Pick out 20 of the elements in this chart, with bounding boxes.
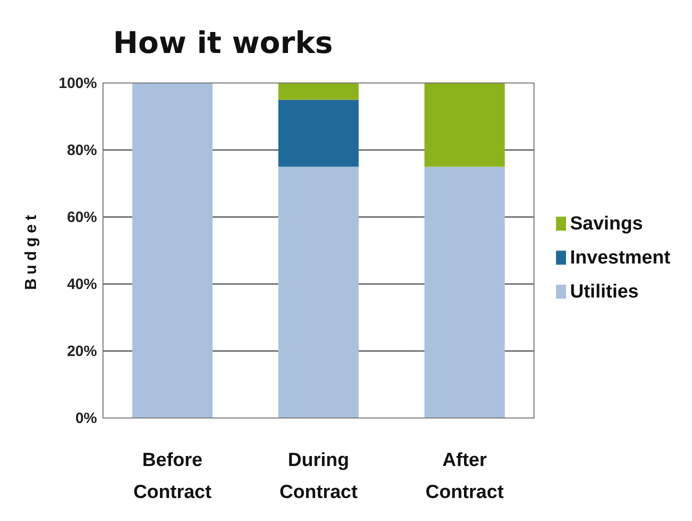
y-tick-label: 0% [75, 410, 97, 427]
y-tick-label: 40% [66, 276, 97, 293]
chart-title: How it works [113, 26, 333, 61]
bar [278, 100, 359, 167]
legend-label: Investment [570, 248, 671, 269]
legend-label: Savings [570, 214, 643, 235]
bar [424, 83, 505, 167]
x-tick-label: Before Contract [133, 450, 212, 503]
y-axis-title: Budget [23, 210, 40, 290]
y-tick-label: 100% [58, 75, 97, 92]
bar [278, 166, 359, 418]
bar [132, 83, 213, 418]
y-tick-label: 80% [66, 142, 97, 159]
legend-label: Utilities [570, 282, 639, 303]
x-tick-label: After Contract [426, 450, 504, 503]
bar [278, 83, 359, 100]
y-tick-label: 60% [66, 209, 97, 226]
y-tick-label: 20% [66, 343, 97, 360]
x-tick-label: During Contract [279, 450, 358, 503]
bar [424, 166, 505, 418]
